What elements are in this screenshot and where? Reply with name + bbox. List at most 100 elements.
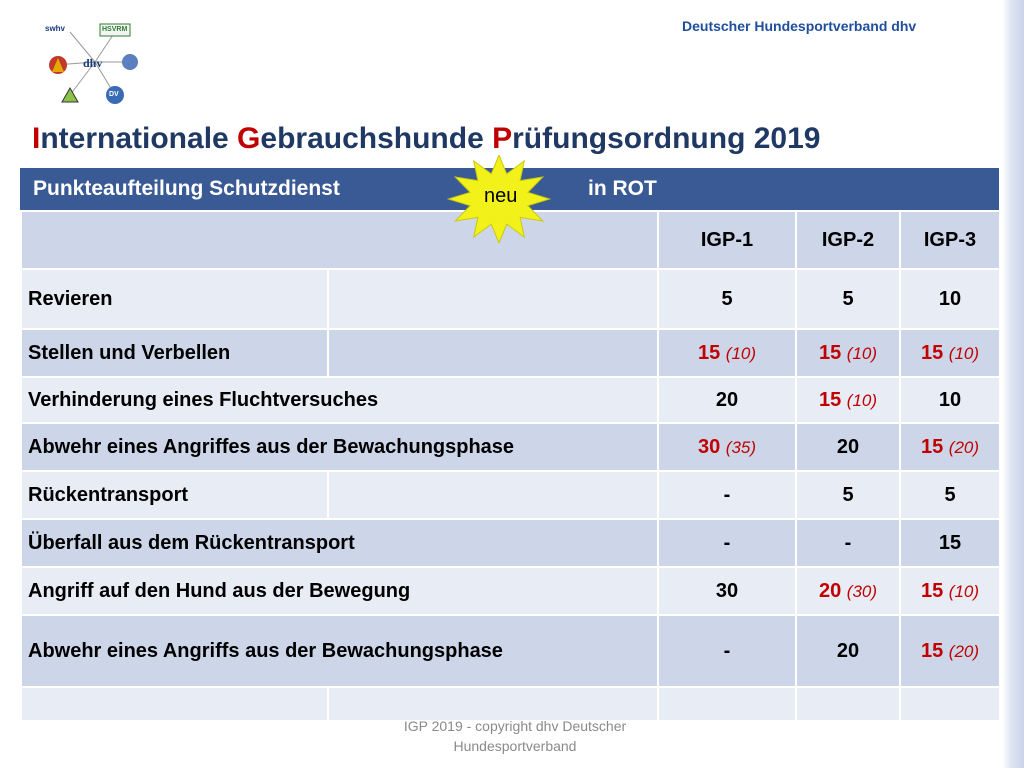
points-cell-igp3: 15 [899,518,1001,568]
points-value: - [723,639,731,662]
empty-cell [327,268,659,330]
footer-copyright: IGP 2019 - copyright dhv Deutscher Hunde… [360,716,670,756]
row-label: Überfall aus dem Rückentransport [20,518,659,568]
points-value: 15 [920,639,944,662]
points-cell-igp1 [657,686,797,722]
previous-points-value: (10) [948,343,980,363]
logo-dhv: dhv [83,56,103,70]
previous-points-value: (30) [846,581,878,601]
title-part: G [237,122,261,155]
points-cell-igp3: 15 (20) [899,614,1001,688]
empty-cell [327,686,659,722]
points-value: 15 [818,341,842,364]
table-row: Stellen und Verbellen 15 (10) 15 (10) 15 (1… [20,328,1001,378]
points-value: - [844,531,852,554]
previous-points-value: (10) [725,343,757,363]
points-value: 5 [842,483,854,506]
points-value: 10 [938,388,962,411]
title-part: rüfungsordnung 2019 [512,122,821,155]
points-cell-igp2: 20 [795,614,901,688]
column-header-igp1: IGP-1 [657,210,797,270]
title-part: ebrauchshunde [260,122,493,155]
points-value: 5 [842,287,854,310]
points-cell-igp2: 5 [795,470,901,520]
table-body: Revieren 5 5 10 Stellen und Verbellen 15 (10)… [20,268,1001,722]
empty-cell [327,328,659,378]
points-cell-igp1: 15 (10) [657,328,797,378]
page-title: Internationale Gebrauchshunde Prüfungsor… [32,122,820,156]
title-part: P [492,122,513,155]
previous-points-value: (35) [725,437,757,457]
points-cell-igp1: - [657,614,797,688]
points-cell-igp2: 20 (30) [795,566,901,616]
points-cell-igp1: 30 (35) [657,422,797,472]
empty-cell [327,470,659,520]
new-badge-starburst [446,155,552,243]
points-cell-igp2 [795,686,901,722]
column-header-igp3: IGP-3 [899,210,1001,270]
table-row: Revieren 5 5 10 [20,268,1001,330]
table-header-title: Punkteaufteilung Schutzdienst [33,177,340,200]
points-cell-igp3: 15 (10) [899,566,1001,616]
row-label: Verhinderung eines Fluchtversuches [20,376,659,424]
row-label: Revieren [20,268,329,330]
points-value: 15 [818,388,842,411]
right-decor-bar [1002,0,1024,768]
points-value: 5 [721,287,733,310]
row-label: Stellen und Verbellen [20,328,329,378]
logos-graphic [49,23,138,104]
row-label: Abwehr eines Angriffs aus der Bewachungs… [20,614,659,688]
points-value: 15 [920,435,944,458]
points-value: 20 [715,388,739,411]
table-row: Abwehr eines Angriffs aus der Bewachungs… [20,614,1001,688]
logo-swhv: swhv [45,24,66,33]
points-cell-igp3: 15 (10) [899,328,1001,378]
points-cell-igp2: 5 [795,268,901,330]
table-row [20,686,1001,722]
points-cell-igp2: 15 (10) [795,376,901,424]
footer-line-1: IGP 2019 - copyright dhv Deutscher [403,718,627,734]
points-value: - [723,483,731,506]
points-value: 15 [920,341,944,364]
row-label: Angriff auf den Hund aus der Bewegung [20,566,659,616]
points-cell-igp1: 30 [657,566,797,616]
empty-header-cell [20,210,659,270]
points-value: 20 [818,579,842,602]
points-cell-igp2: 15 (10) [795,328,901,378]
table-header-note: in ROT [588,177,657,200]
logo-hsvrm: HSVRM [102,26,128,33]
points-value: 15 [920,579,944,602]
points-cell-igp2: - [795,518,901,568]
title-part: nternationale [40,122,238,155]
previous-points-value: (20) [948,641,980,661]
points-cell-igp3: 10 [899,268,1001,330]
row-label: Abwehr eines Angriffes aus der Bewachung… [20,422,659,472]
footer-line-2: Hundesportverband [453,738,577,754]
points-cell-igp1: - [657,470,797,520]
points-table: IGP-1 IGP-2 IGP-3 Revieren 5 5 10 Stellen un… [20,210,1001,722]
points-cell-igp3: 10 [899,376,1001,424]
points-cell-igp1: 5 [657,268,797,330]
row-label: Rückentransport [20,470,329,520]
logo-cluster: swhv HSVRM dhv DV [40,20,150,110]
table-row: Verhinderung eines Fluchtversuches 20 15 (… [20,376,1001,424]
points-value: - [723,531,731,554]
points-cell-igp1: - [657,518,797,568]
points-cell-igp3 [899,686,1001,722]
points-value: 5 [944,483,956,506]
previous-points-value: (10) [846,390,878,410]
table-row: Überfall aus dem Rückentransport - - 15 [20,518,1001,568]
points-cell-igp2: 20 [795,422,901,472]
previous-points-value: (20) [948,437,980,457]
column-header-igp2: IGP-2 [795,210,901,270]
previous-points-value: (10) [846,343,878,363]
table-row: Rückentransport - 5 5 [20,470,1001,520]
table-row: Abwehr eines Angriffes aus der Bewachung… [20,422,1001,472]
points-cell-igp3: 15 (20) [899,422,1001,472]
points-value: 20 [836,435,860,458]
points-cell-igp1: 20 [657,376,797,424]
points-value: 15 [938,531,962,554]
row-label [20,686,329,722]
table-row: Angriff auf den Hund aus der Bewegung 30 2… [20,566,1001,616]
points-value: 20 [836,639,860,662]
